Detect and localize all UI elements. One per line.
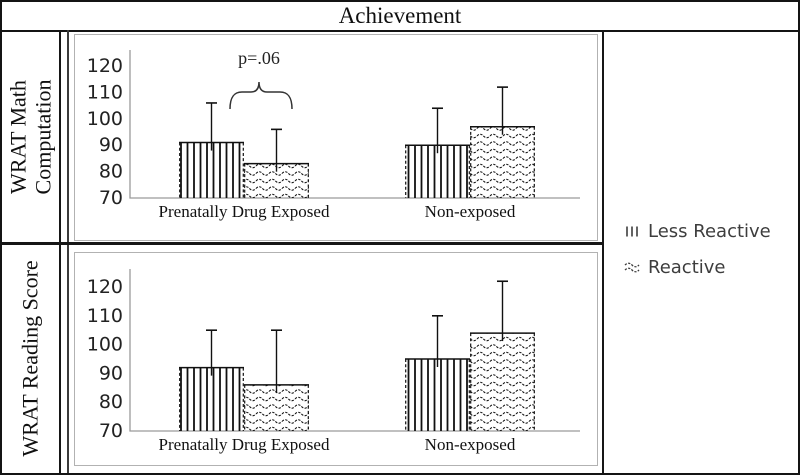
y-tick-label: 80	[99, 161, 123, 183]
y-tick-label: 70	[99, 420, 123, 442]
legend-item-reactive: Reactive	[624, 257, 725, 278]
plot-area-border	[74, 34, 598, 241]
legend-label-less-reactive: Less Reactive	[648, 221, 771, 242]
significance-bracket	[229, 81, 293, 110]
reading-score-chart: 70 80 90 100 110 120 Prenatally Drug Exposed No…	[74, 252, 598, 466]
bar-reactive-non-exposed	[470, 126, 535, 198]
legend-item-less-reactive: Less Reactive	[624, 221, 771, 242]
vertical-stripes-swatch-icon	[626, 226, 638, 237]
left-column-divider	[59, 30, 61, 473]
legend-column-divider	[602, 30, 604, 473]
bar-reactive-non-exposed	[470, 333, 535, 431]
y-axis-title-math-line2: Computation	[30, 79, 56, 194]
x-category-label: Prenatally Drug Exposed	[159, 435, 330, 454]
y-tick-label: 120	[87, 55, 123, 77]
bar-less-reactive-non-exposed	[405, 359, 470, 431]
row-divider	[2, 242, 602, 245]
legend-label-reactive: Reactive	[648, 257, 726, 278]
y-tick-label: 110	[87, 305, 123, 327]
wavy-swatch-icon	[624, 262, 640, 273]
x-category-label: Prenatally Drug Exposed	[159, 202, 330, 221]
bar-less-reactive-prenatally-drug-exposed	[179, 142, 244, 198]
p-value-label: p=.06	[238, 48, 280, 68]
y-tick-label: 80	[99, 391, 123, 413]
y-tick-label: 90	[99, 134, 123, 156]
y-axis-title-math: WRAT Math Computation	[2, 31, 59, 242]
y-tick-label: 110	[87, 81, 123, 103]
y-tick-label: 100	[87, 334, 123, 356]
x-category-label: Non-exposed	[425, 435, 516, 454]
math-computation-chart: 70 80 90 100 110 120 Prenatally Drug Exposed No…	[74, 34, 598, 241]
y-axis-title-reading-line1: WRAT Reading Score	[18, 260, 43, 457]
left-column-inner-divider	[67, 30, 69, 473]
y-axis-title-math-line1: WRAT Math	[5, 79, 31, 194]
chart-title: Achievement	[2, 2, 798, 32]
bar-less-reactive-prenatally-drug-exposed	[179, 367, 244, 431]
chart-title-text: Achievement	[338, 3, 462, 28]
x-category-label: Non-exposed	[425, 202, 516, 221]
y-tick-label: 100	[87, 108, 123, 130]
bar-less-reactive-non-exposed	[405, 145, 470, 198]
y-tick-label: 90	[99, 362, 123, 384]
y-axis-title-reading: WRAT Reading Score	[2, 245, 59, 472]
plot-area-border	[74, 252, 598, 466]
y-tick-label: 120	[87, 276, 123, 298]
y-tick-label: 70	[99, 187, 123, 209]
